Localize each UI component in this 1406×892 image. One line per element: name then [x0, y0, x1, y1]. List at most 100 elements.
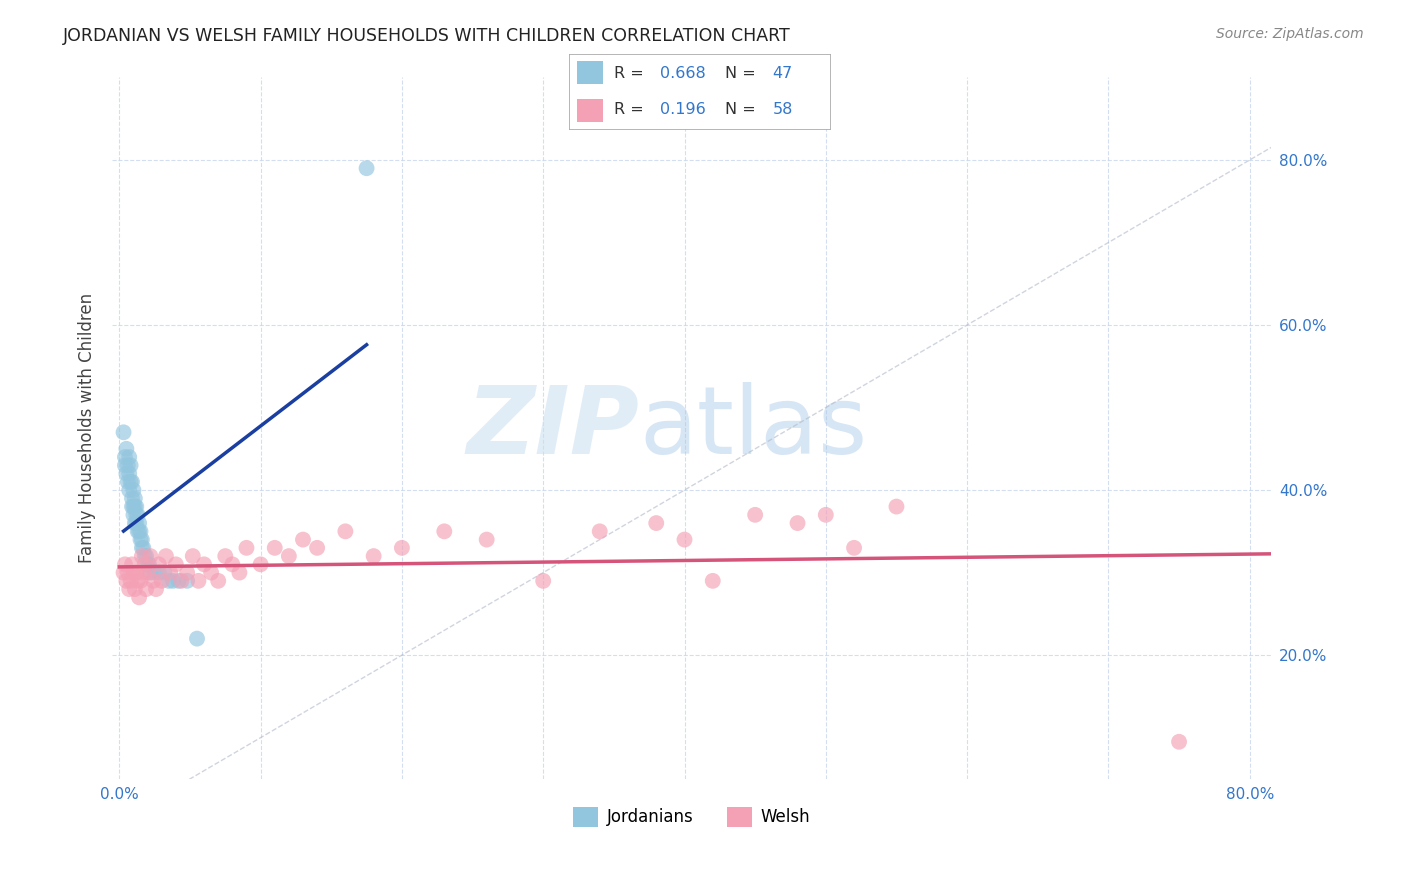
Jordanians: [127, 508, 149, 522]
Jordanians: [129, 533, 152, 547]
Welsh: [148, 558, 170, 572]
Welsh: [122, 566, 145, 580]
Jordanians: [139, 566, 162, 580]
Welsh: [249, 558, 271, 572]
Welsh: [363, 549, 385, 563]
Jordanians: [118, 467, 141, 481]
Welsh: [176, 566, 198, 580]
Welsh: [235, 541, 257, 555]
Welsh: [391, 541, 413, 555]
Welsh: [120, 574, 142, 588]
Text: N =: N =: [725, 66, 762, 81]
Bar: [578, 62, 603, 84]
Text: 58: 58: [772, 102, 793, 117]
Welsh: [145, 582, 167, 596]
Welsh: [165, 558, 187, 572]
Jordanians: [135, 549, 157, 563]
Text: N =: N =: [725, 102, 762, 117]
Welsh: [131, 549, 153, 563]
Welsh: [307, 541, 329, 555]
Legend: Jordanians, Welsh: Jordanians, Welsh: [567, 800, 817, 834]
Jordanians: [162, 574, 184, 588]
Text: ZIP: ZIP: [467, 382, 640, 475]
Text: 0.196: 0.196: [661, 102, 706, 117]
Bar: [578, 99, 603, 122]
Text: 0.668: 0.668: [661, 66, 706, 81]
Welsh: [886, 500, 908, 514]
Welsh: [118, 582, 141, 596]
Text: JORDANIAN VS WELSH FAMILY HOUSEHOLDS WITH CHILDREN CORRELATION CHART: JORDANIAN VS WELSH FAMILY HOUSEHOLDS WIT…: [63, 27, 792, 45]
Jordanians: [125, 508, 148, 522]
Welsh: [134, 558, 156, 572]
Welsh: [475, 533, 498, 547]
Jordanians: [143, 566, 166, 580]
Welsh: [155, 549, 177, 563]
Jordanians: [131, 533, 153, 547]
Welsh: [124, 582, 146, 596]
Text: Source: ZipAtlas.com: Source: ZipAtlas.com: [1216, 27, 1364, 41]
Welsh: [170, 574, 193, 588]
Welsh: [1168, 735, 1191, 749]
Jordanians: [117, 458, 139, 473]
Jordanians: [124, 516, 146, 530]
Welsh: [200, 566, 222, 580]
Jordanians: [122, 483, 145, 497]
Welsh: [433, 524, 456, 539]
Welsh: [531, 574, 554, 588]
Jordanians: [176, 574, 198, 588]
Text: 47: 47: [772, 66, 793, 81]
Welsh: [645, 516, 668, 530]
Jordanians: [115, 442, 138, 456]
Jordanians: [112, 425, 135, 440]
Welsh: [702, 574, 724, 588]
Welsh: [292, 533, 315, 547]
Welsh: [214, 549, 236, 563]
Welsh: [112, 566, 135, 580]
Welsh: [263, 541, 285, 555]
Jordanians: [121, 500, 143, 514]
Jordanians: [117, 475, 139, 489]
Welsh: [136, 566, 159, 580]
Jordanians: [132, 541, 155, 555]
Welsh: [128, 591, 150, 605]
Jordanians: [157, 574, 180, 588]
Welsh: [744, 508, 766, 522]
Text: atlas: atlas: [640, 382, 868, 475]
Welsh: [125, 566, 148, 580]
Jordanians: [148, 566, 170, 580]
Welsh: [842, 541, 865, 555]
Y-axis label: Family Households with Children: Family Households with Children: [79, 293, 96, 563]
Welsh: [115, 574, 138, 588]
Jordanians: [153, 566, 176, 580]
Jordanians: [134, 549, 156, 563]
Welsh: [207, 574, 229, 588]
Welsh: [187, 574, 209, 588]
Jordanians: [124, 491, 146, 506]
Jordanians: [125, 500, 148, 514]
Jordanians: [127, 524, 149, 539]
Jordanians: [136, 558, 159, 572]
Jordanians: [118, 483, 141, 497]
Welsh: [135, 582, 157, 596]
Jordanians: [114, 450, 136, 464]
Welsh: [114, 558, 136, 572]
Jordanians: [125, 516, 148, 530]
Jordanians: [186, 632, 208, 646]
Jordanians: [122, 500, 145, 514]
Jordanians: [124, 500, 146, 514]
Jordanians: [167, 574, 190, 588]
Welsh: [142, 574, 165, 588]
Welsh: [129, 574, 152, 588]
Jordanians: [121, 475, 143, 489]
Welsh: [150, 574, 173, 588]
Welsh: [181, 549, 204, 563]
Welsh: [193, 558, 215, 572]
Jordanians: [128, 516, 150, 530]
Welsh: [673, 533, 696, 547]
Jordanians: [122, 508, 145, 522]
Welsh: [277, 549, 299, 563]
Jordanians: [114, 458, 136, 473]
Jordanians: [131, 541, 153, 555]
Welsh: [159, 566, 181, 580]
Jordanians: [129, 524, 152, 539]
